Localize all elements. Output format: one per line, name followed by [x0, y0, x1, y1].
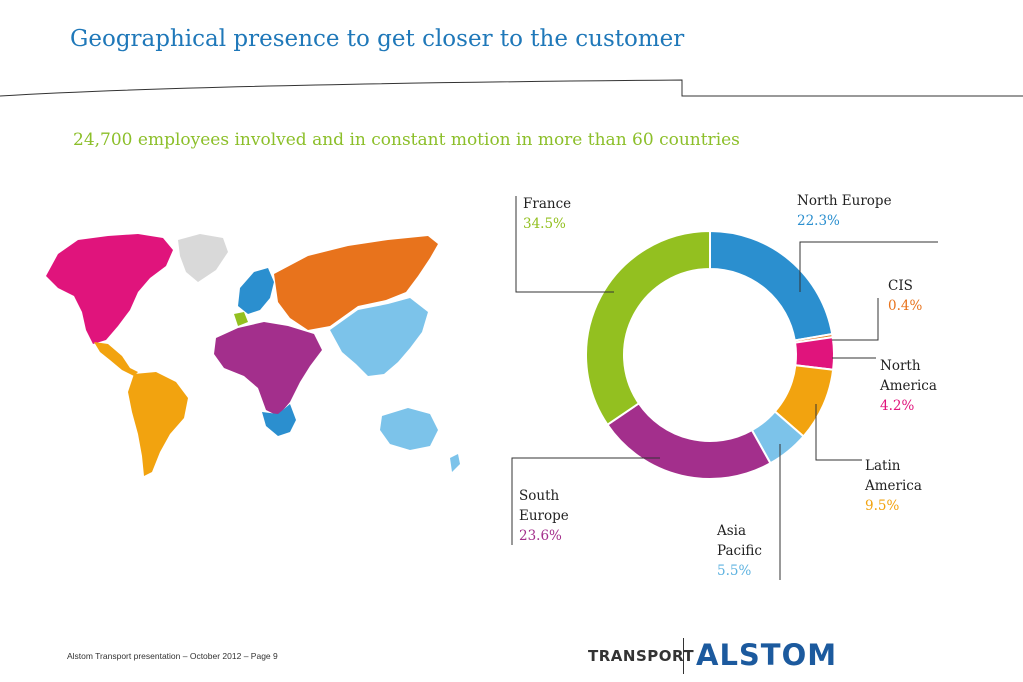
map-region-north-america: [46, 234, 173, 344]
brand-separator: [683, 638, 684, 674]
page-subtitle: 24,700 employees involved and in constan…: [73, 130, 740, 150]
label-north-america-pct: 4.2%: [880, 398, 915, 414]
map-region-greenland: [178, 234, 228, 282]
label-north-europe-name: North Europe: [797, 193, 892, 209]
map-region-north-europe: [238, 268, 274, 314]
label-latin-america-line1: Latin: [865, 458, 901, 474]
label-asia-pacific: Asia Pacific 5.5%: [717, 521, 762, 581]
world-map: [46, 234, 460, 476]
map-region-asia-pacific: [330, 298, 428, 376]
donut-slice-north-america: [793, 336, 835, 371]
brand-company: ALSTOM: [696, 638, 838, 672]
leader-cis: [832, 298, 879, 341]
map-region-france: [234, 312, 248, 326]
label-south-europe-line2: Europe: [519, 508, 569, 524]
label-south-europe-line1: South: [519, 488, 560, 504]
donut-slice-north-europe: [709, 229, 834, 342]
header-divider: [0, 79, 1023, 97]
map-region-australia: [380, 408, 438, 450]
label-north-america: North America 4.2%: [880, 356, 937, 416]
label-north-europe: North Europe 22.3%: [797, 191, 892, 231]
label-south-europe: South Europe 23.6%: [519, 486, 569, 546]
brand-division: TRANSPORT: [588, 647, 695, 665]
footer-text: Alstom Transport presentation – October …: [67, 651, 278, 661]
label-latin-america: Latin America 9.5%: [865, 456, 922, 516]
map-region-latin-america: [128, 372, 188, 476]
donut-slice-france: [585, 229, 711, 427]
leader-france: [515, 196, 614, 293]
label-france-pct: 34.5%: [523, 216, 566, 232]
label-latin-america-pct: 9.5%: [865, 498, 900, 514]
map-region-new-zealand: [450, 454, 460, 472]
leader-north-europe: [799, 241, 938, 292]
label-france: France 34.5%: [523, 194, 571, 234]
donut-slice-south-europe: [606, 401, 772, 480]
map-region-south-europe: [214, 322, 322, 416]
label-asia-pacific-line1: Asia: [717, 523, 747, 539]
leader-latin-america: [815, 404, 862, 461]
map-region-cis: [274, 236, 438, 330]
map-region-southern-africa: [262, 404, 296, 436]
page-title: Geographical presence to get closer to t…: [70, 26, 685, 52]
label-latin-america-line2: America: [865, 478, 922, 494]
label-south-europe-pct: 23.6%: [519, 528, 562, 544]
label-asia-pacific-line2: Pacific: [717, 543, 762, 559]
leader-south-europe: [511, 457, 660, 545]
label-cis-pct: 0.4%: [888, 298, 923, 314]
label-cis-name: CIS: [888, 278, 913, 294]
label-north-america-line1: North: [880, 358, 921, 374]
label-cis: CIS 0.4%: [888, 276, 922, 316]
label-france-name: France: [523, 196, 572, 212]
label-north-america-line2: America: [880, 378, 937, 394]
map-region-central-america: [94, 342, 138, 376]
label-asia-pacific-pct: 5.5%: [717, 563, 752, 579]
label-north-europe-pct: 22.3%: [797, 213, 840, 229]
